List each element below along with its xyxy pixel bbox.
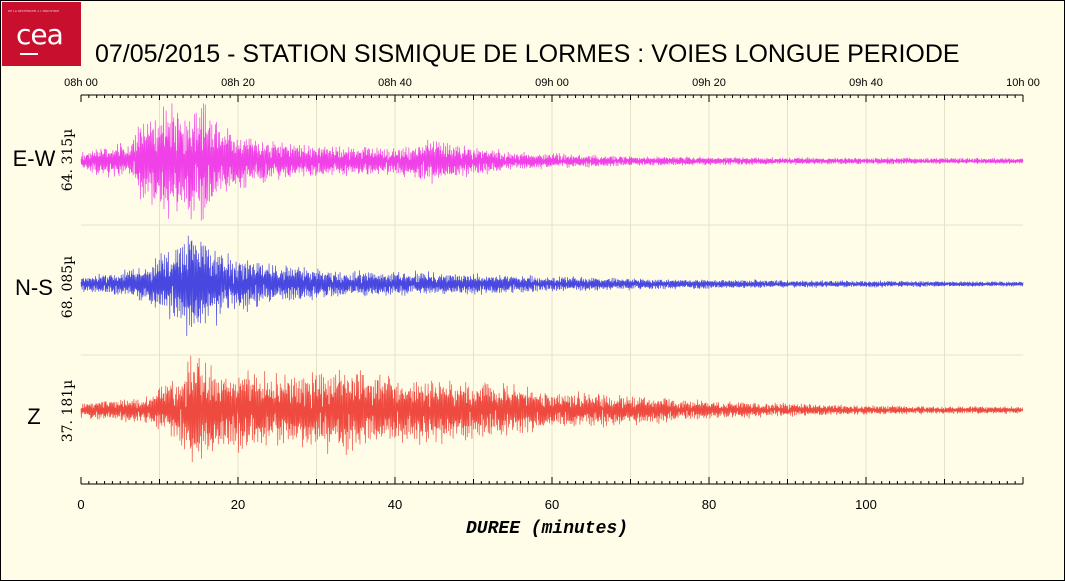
x-tick-label: 100 xyxy=(855,497,877,512)
trace-z xyxy=(80,355,1024,463)
top-time-label: 10h 00 xyxy=(1006,77,1040,89)
scale-label: 37. 181µ xyxy=(60,380,76,443)
traces xyxy=(80,103,1024,463)
scale-label: 64. 315µ xyxy=(60,129,76,192)
top-time-label: 09h 00 xyxy=(535,77,569,89)
trace-ew xyxy=(80,103,1024,221)
channel-label: N-S xyxy=(15,275,53,300)
channel-label: E-W xyxy=(13,146,56,171)
axes xyxy=(80,94,1024,485)
x-tick-label: 80 xyxy=(702,497,716,512)
channel-label: Z xyxy=(27,404,40,429)
top-time-label: 08h 00 xyxy=(64,77,98,89)
scale-label: 68. 085µ xyxy=(60,256,76,319)
top-time-label: 09h 40 xyxy=(849,77,883,89)
logo-tagline: DE LA RECHERCHE À L'INDUSTRIE xyxy=(8,10,60,13)
labels: 08h 00 08h 20 08h 40 09h 00 09h 20 09h 40 10h … xyxy=(13,77,1040,539)
x-tick-label: 20 xyxy=(231,497,245,512)
x-tick-label: 60 xyxy=(545,497,559,512)
top-time-label: 09h 20 xyxy=(692,77,726,89)
logo-bar xyxy=(20,53,38,55)
x-tick-label: 40 xyxy=(388,497,402,512)
chart-title: 07/05/2015 - STATION SISMIQUE DE LORMES … xyxy=(95,40,960,68)
top-time-label: 08h 40 xyxy=(378,77,412,89)
cea-logo: DE LA RECHERCHE À L'INDUSTRIE cea xyxy=(2,2,81,66)
trace-ns xyxy=(80,235,1024,336)
x-tick-label: 0 xyxy=(77,497,84,512)
logo-wordmark: cea xyxy=(16,18,64,51)
x-axis-label: DUREE (minutes) xyxy=(466,519,628,539)
top-time-label: 08h 20 xyxy=(221,77,255,89)
